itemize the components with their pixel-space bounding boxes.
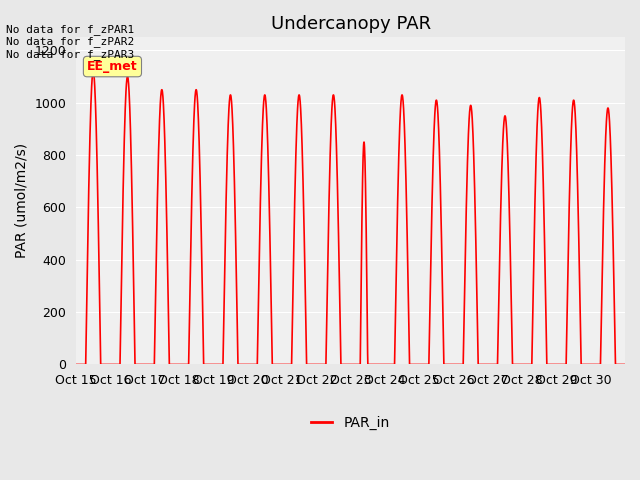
Legend: PAR_in: PAR_in	[306, 411, 396, 436]
Text: EE_met: EE_met	[87, 60, 138, 73]
Y-axis label: PAR (umol/m2/s): PAR (umol/m2/s)	[15, 144, 29, 258]
Title: Undercanopy PAR: Undercanopy PAR	[271, 15, 431, 33]
Text: No data for f_zPAR1
No data for f_zPAR2
No data for f_zPAR3: No data for f_zPAR1 No data for f_zPAR2 …	[6, 24, 134, 60]
